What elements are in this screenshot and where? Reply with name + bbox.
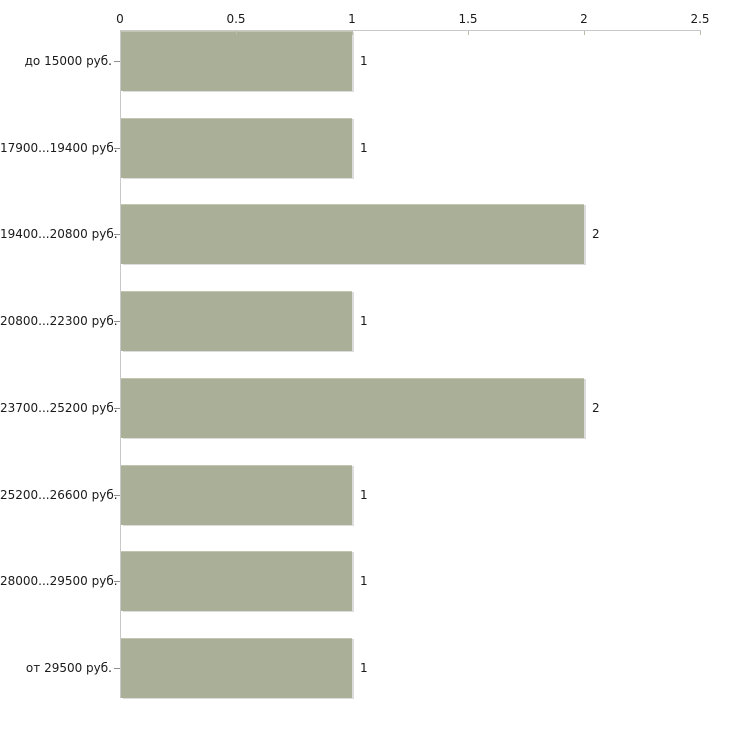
x-axis-tick-label: 1.5	[458, 12, 478, 26]
category-tick	[114, 581, 120, 582]
category-label: 20800...22300 руб.	[0, 314, 118, 328]
category-label: 19400...20800 руб.	[0, 227, 118, 241]
bar	[121, 378, 584, 438]
category-label: до 15000 руб.	[24, 54, 112, 68]
bar	[121, 465, 352, 525]
x-axis-tick	[700, 31, 701, 35]
x-axis-tick-label: 0.5	[226, 12, 246, 26]
category-tick	[114, 321, 120, 322]
y-axis-line	[120, 30, 121, 698]
category-label: 25200...26600 руб.	[0, 488, 118, 502]
bar-value-label: 1	[360, 54, 368, 68]
bar	[121, 31, 352, 91]
category-tick	[114, 495, 120, 496]
bar	[121, 638, 352, 698]
bar-value-label: 1	[360, 574, 368, 588]
category-label: от 29500 руб.	[25, 661, 112, 675]
category-label: 28000...29500 руб.	[0, 574, 118, 588]
category-tick	[114, 61, 120, 62]
bar-value-label: 1	[360, 488, 368, 502]
bar	[121, 551, 352, 611]
bar-value-label: 1	[360, 314, 368, 328]
bar	[121, 204, 584, 264]
category-tick	[114, 148, 120, 149]
bar-value-label: 2	[592, 227, 600, 241]
x-axis-tick-label: 2.5	[690, 12, 710, 26]
x-axis-tick	[352, 31, 353, 35]
bar	[121, 118, 352, 178]
category-label: 23700...25200 руб.	[0, 401, 118, 415]
x-axis-tick-label: 2	[580, 12, 588, 26]
bar	[121, 291, 352, 351]
category-tick	[114, 408, 120, 409]
x-axis-tick	[236, 31, 237, 35]
bar-value-label: 2	[592, 401, 600, 415]
x-axis-tick	[468, 31, 469, 35]
bar-value-label: 1	[360, 661, 368, 675]
x-axis-tick	[584, 31, 585, 35]
x-axis-line	[120, 30, 701, 31]
category-tick	[114, 668, 120, 669]
category-label: 17900...19400 руб.	[0, 141, 118, 155]
x-axis-tick-label: 0	[116, 12, 124, 26]
x-axis-tick-label: 1	[348, 12, 356, 26]
bar-value-label: 1	[360, 141, 368, 155]
category-tick	[114, 234, 120, 235]
